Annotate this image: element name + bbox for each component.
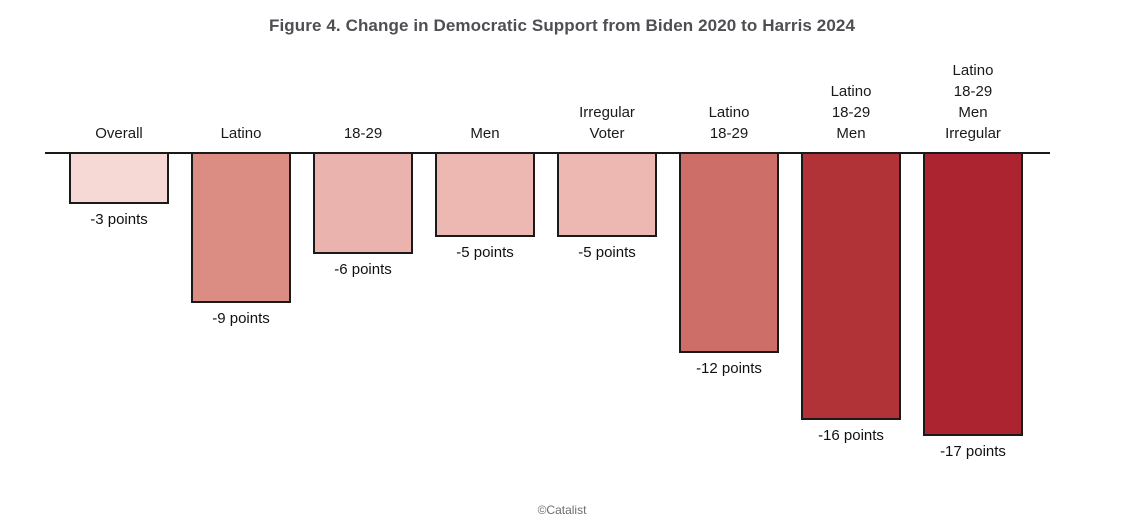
bar [923,152,1023,436]
bar-value-label: -6 points [334,261,392,278]
category-label: Overall [95,125,143,142]
bar-columns: Overall -3 points Latino -9 points 18-29 -6 p… [58,0,1034,460]
bar [69,152,169,204]
bar-column: Latino 18-29 -12 points [668,0,790,460]
bar [191,152,291,303]
category-label: 18-29 [343,125,383,142]
bar-column: Men -5 points [424,0,546,460]
x-axis-line [45,152,1050,154]
bar [801,152,901,420]
bar-column: Irregular Voter -5 points [546,0,668,460]
category-label: Men [470,125,500,142]
bar-value-label: -5 points [456,244,514,261]
bar-column: Latino -9 points [180,0,302,460]
category-label: Irregular Voter [579,104,635,142]
bar [313,152,413,254]
footer-credit: ©Catalist [537,503,587,517]
bar [435,152,535,237]
category-label: Latino 18-29 Men Irregular [945,62,1001,142]
bar-value-label: -5 points [578,244,636,261]
bar [679,152,779,353]
category-label: Latino [220,125,262,142]
bar [557,152,657,237]
bar-value-label: -12 points [696,360,762,377]
category-label: Latino 18-29 Men [830,83,872,142]
bar-column: Overall -3 points [58,0,180,460]
chart-title: Figure 4. Change in Democratic Support f… [269,16,855,35]
category-label: Latino 18-29 [708,104,750,142]
bar-column: Latino 18-29 Men -16 points [790,0,912,460]
bar-value-label: -17 points [940,443,1006,460]
bar-column: Latino 18-29 Men Irregular -17 points [912,0,1034,460]
bar-value-label: -16 points [818,427,884,444]
bar-value-label: -3 points [90,211,148,228]
bar-column: 18-29 -6 points [302,0,424,460]
bar-value-label: -9 points [212,310,270,327]
